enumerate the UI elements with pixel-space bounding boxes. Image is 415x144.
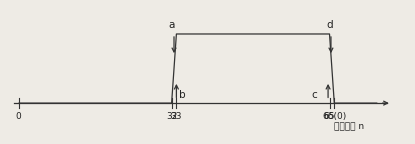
Text: 图 4    3 MHz方波示意图: 图 4 3 MHz方波示意图 bbox=[110, 143, 214, 144]
Text: 32: 32 bbox=[166, 112, 177, 121]
Text: 时钟节拍 n: 时钟节拍 n bbox=[334, 122, 364, 131]
Text: 33: 33 bbox=[171, 112, 182, 121]
Text: d: d bbox=[326, 20, 333, 30]
Text: 66(0): 66(0) bbox=[322, 112, 347, 121]
Text: 0: 0 bbox=[16, 112, 22, 121]
Text: 65: 65 bbox=[324, 112, 335, 121]
Text: c: c bbox=[312, 90, 317, 100]
Text: a: a bbox=[168, 20, 175, 30]
Text: b: b bbox=[179, 90, 186, 100]
